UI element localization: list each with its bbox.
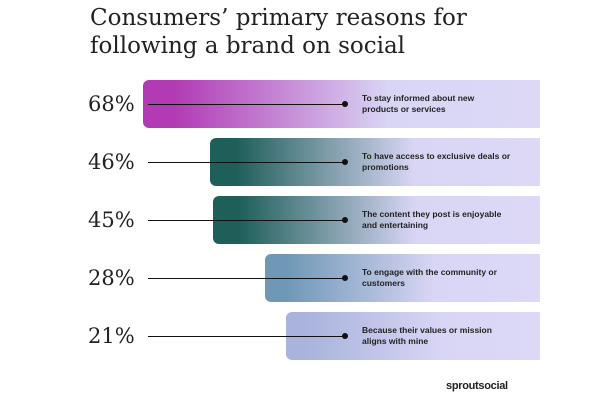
value-label: 68% bbox=[88, 92, 135, 116]
leader-line bbox=[148, 336, 345, 337]
leader-dot bbox=[342, 217, 348, 223]
leader-dot bbox=[342, 159, 348, 165]
category-label: To engage with the community or customer… bbox=[362, 267, 497, 288]
category-label: To stay informed about new products or s… bbox=[362, 93, 475, 114]
leader-dot bbox=[342, 333, 348, 339]
leader-line bbox=[148, 220, 345, 221]
value-label: 28% bbox=[88, 266, 135, 290]
category-label: To have access to exclusive deals or pro… bbox=[362, 151, 511, 172]
category-label: Because their values or mission aligns w… bbox=[362, 325, 492, 346]
leader-line bbox=[148, 278, 345, 279]
leader-line bbox=[148, 104, 345, 105]
source-logo: sproutsocial bbox=[446, 380, 508, 392]
leader-line bbox=[148, 162, 345, 163]
category-label: The content they post is enjoyable and e… bbox=[362, 209, 502, 230]
leader-dot bbox=[342, 101, 348, 107]
chart-title: Consumers’ primary reasons for following… bbox=[90, 5, 467, 59]
leader-dot bbox=[342, 275, 348, 281]
value-label: 21% bbox=[88, 324, 135, 348]
value-label: 45% bbox=[88, 208, 135, 232]
value-label: 46% bbox=[88, 150, 135, 174]
